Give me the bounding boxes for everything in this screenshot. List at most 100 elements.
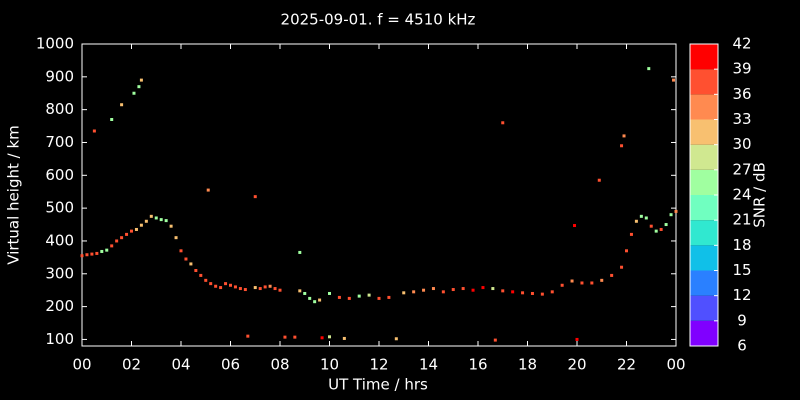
data-point xyxy=(412,290,416,294)
data-point xyxy=(654,229,658,233)
data-point xyxy=(620,144,624,148)
data-point xyxy=(501,289,505,293)
y-tick-label: 500 xyxy=(45,199,74,217)
y-tick-label: 400 xyxy=(45,231,74,249)
x-tick-label: 18 xyxy=(518,356,537,374)
colorbar-tick-label: 42 xyxy=(732,35,751,53)
data-point xyxy=(238,287,242,291)
y-tick-label: 800 xyxy=(45,100,74,118)
data-point xyxy=(174,236,178,240)
colorbar-band xyxy=(690,119,718,145)
colorbar-tick-label: 18 xyxy=(732,236,751,254)
data-point xyxy=(130,229,133,233)
y-tick-label: 1000 xyxy=(36,35,74,53)
data-point xyxy=(629,232,633,236)
x-tick-label: 06 xyxy=(221,356,240,374)
data-point xyxy=(139,223,143,227)
data-point xyxy=(590,281,594,285)
data-point xyxy=(402,291,406,295)
data-point xyxy=(521,291,525,295)
data-point xyxy=(110,118,114,121)
x-tick-label: 22 xyxy=(617,356,636,374)
data-point xyxy=(597,178,601,182)
colorbar-tick-label: 6 xyxy=(737,337,747,355)
data-point xyxy=(367,293,371,297)
colorbar-band xyxy=(690,69,718,95)
data-point xyxy=(422,288,426,292)
data-point xyxy=(184,257,188,261)
data-point xyxy=(204,278,208,282)
data-point xyxy=(622,134,626,138)
data-point xyxy=(303,291,307,295)
data-point xyxy=(394,337,398,341)
data-point xyxy=(471,288,475,292)
data-point xyxy=(308,296,312,300)
data-point xyxy=(120,236,124,240)
data-point xyxy=(246,334,250,338)
data-point xyxy=(179,249,183,253)
data-point xyxy=(377,296,381,300)
data-point xyxy=(137,85,141,89)
y-tick-label: 300 xyxy=(45,264,74,282)
data-point xyxy=(90,252,94,256)
data-point xyxy=(132,91,136,95)
data-point xyxy=(194,269,198,272)
data-point xyxy=(647,67,651,71)
data-point xyxy=(441,290,445,294)
data-point xyxy=(451,288,455,292)
data-point xyxy=(253,195,257,199)
data-point xyxy=(674,209,678,213)
colorbar-tick-label: 39 xyxy=(732,60,751,78)
colorbar-tick-label: 24 xyxy=(732,186,751,204)
data-point xyxy=(92,129,96,133)
data-point xyxy=(134,227,138,231)
data-point xyxy=(139,78,143,82)
colorbar-tick-label: 30 xyxy=(732,135,751,153)
data-point xyxy=(144,219,148,223)
x-tick-label: 00 xyxy=(72,356,91,374)
data-point xyxy=(263,285,267,289)
data-point xyxy=(125,232,129,236)
colorbar-band xyxy=(690,220,718,246)
data-point xyxy=(233,285,237,289)
data-point xyxy=(337,295,341,299)
data-point xyxy=(313,300,317,304)
x-tick-label: 10 xyxy=(320,356,339,374)
data-point xyxy=(491,287,495,291)
x-tick-label: 02 xyxy=(122,356,141,374)
colorbar-band xyxy=(690,44,718,70)
data-point xyxy=(644,216,648,220)
colorbar-band xyxy=(690,195,718,221)
data-point xyxy=(540,292,544,296)
data-point xyxy=(293,335,297,339)
data-point xyxy=(95,251,99,255)
x-tick-label: 12 xyxy=(369,356,388,374)
data-point xyxy=(85,253,89,257)
y-tick-label: 100 xyxy=(45,330,74,348)
data-point xyxy=(481,286,485,290)
x-tick-label: 08 xyxy=(270,356,289,374)
data-point xyxy=(560,283,564,287)
data-point xyxy=(209,282,213,286)
data-point xyxy=(268,284,272,288)
data-point xyxy=(159,218,163,222)
data-point xyxy=(620,265,624,269)
data-point xyxy=(328,335,331,339)
data-point xyxy=(278,288,282,292)
data-point xyxy=(580,281,584,285)
colorbar-label: SNR / dB xyxy=(751,162,769,228)
data-point xyxy=(110,244,114,248)
data-point xyxy=(387,295,391,299)
colorbar-band xyxy=(690,169,718,195)
x-tick-label: 14 xyxy=(419,356,438,374)
colorbar-tick-label: 36 xyxy=(732,85,751,103)
x-tick-label: 00 xyxy=(666,356,685,374)
data-point xyxy=(298,250,302,254)
data-point xyxy=(120,103,124,107)
data-point xyxy=(550,290,554,294)
data-point xyxy=(80,254,84,258)
data-point xyxy=(258,287,262,291)
data-point xyxy=(600,278,604,282)
colorbar-band xyxy=(690,295,718,321)
colorbar-band xyxy=(690,144,718,170)
